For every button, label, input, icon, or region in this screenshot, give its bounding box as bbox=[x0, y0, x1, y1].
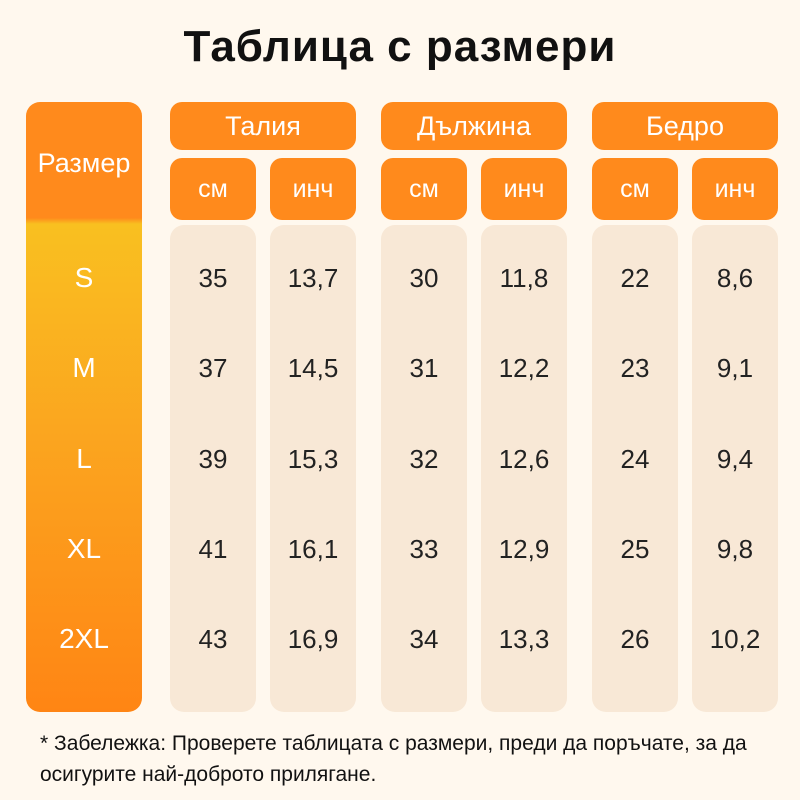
table-cell: 8,6 bbox=[716, 262, 754, 293]
unit-header-waist-cm: см bbox=[170, 158, 256, 220]
table-cell: 26 bbox=[620, 623, 650, 654]
unit-header-length-inch: инч bbox=[481, 158, 567, 220]
table-cell: 16,9 bbox=[287, 623, 339, 654]
column-background bbox=[692, 225, 778, 712]
column-background bbox=[270, 225, 356, 712]
table-cell: 25 bbox=[620, 533, 650, 564]
table-cell: 13,7 bbox=[287, 262, 339, 293]
table-cell: 12,2 bbox=[498, 352, 550, 383]
group-header-length: Дължина bbox=[381, 102, 567, 150]
table-cell: 9,4 bbox=[716, 443, 754, 474]
size-label: S bbox=[74, 262, 94, 293]
group-header-waist: Талия bbox=[170, 102, 356, 150]
table-cell: 11,8 bbox=[499, 262, 549, 293]
group-header-hip: Бедро bbox=[592, 102, 778, 150]
table-cell: 31 bbox=[409, 352, 439, 383]
table-cell: 33 bbox=[409, 533, 439, 564]
column-background bbox=[481, 225, 567, 712]
table-cell: 34 bbox=[409, 623, 439, 654]
table-cell: 35 bbox=[198, 262, 228, 293]
table-cell: 16,1 bbox=[287, 533, 339, 564]
unit-header-hip-cm: см bbox=[592, 158, 678, 220]
unit-header-hip-inch: инч bbox=[692, 158, 778, 220]
table-cell: 12,6 bbox=[498, 443, 550, 474]
table-cell: 37 bbox=[198, 352, 228, 383]
column-background bbox=[592, 225, 678, 712]
table-cell: 32 bbox=[409, 443, 439, 474]
table-cell: 12,9 bbox=[498, 533, 550, 564]
size-column-header: Размер bbox=[37, 147, 131, 178]
table-cell: 24 bbox=[620, 443, 650, 474]
unit-header-length-cm: см bbox=[381, 158, 467, 220]
column-background bbox=[381, 225, 467, 712]
page-title: Таблица с размери bbox=[183, 22, 617, 71]
table-cell: 9,1 bbox=[716, 352, 754, 383]
table-cell: 23 bbox=[620, 352, 650, 383]
size-label: XL bbox=[66, 533, 102, 564]
footnote: * Забележка: Проверете таблицата с разме… bbox=[40, 732, 747, 786]
size-label: L bbox=[76, 443, 92, 474]
table-cell: 10,2 bbox=[709, 623, 761, 654]
table-cell: 39 bbox=[198, 443, 228, 474]
table-cell: 22 bbox=[620, 262, 650, 293]
table-cell: 30 bbox=[409, 262, 439, 293]
table-cell: 43 bbox=[198, 623, 228, 654]
size-label: 2XL bbox=[59, 623, 109, 654]
table-cell: 14,5 bbox=[287, 352, 339, 383]
size-column-background bbox=[26, 102, 142, 712]
column-background bbox=[170, 225, 256, 712]
table-cell: 13,3 bbox=[498, 623, 550, 654]
table-cell: 41 bbox=[198, 533, 228, 564]
unit-header-waist-inch: инч bbox=[270, 158, 356, 220]
table-cell: 15,3 bbox=[287, 443, 339, 474]
table-cell: 9,8 bbox=[716, 533, 754, 564]
size-label: M bbox=[72, 352, 96, 383]
